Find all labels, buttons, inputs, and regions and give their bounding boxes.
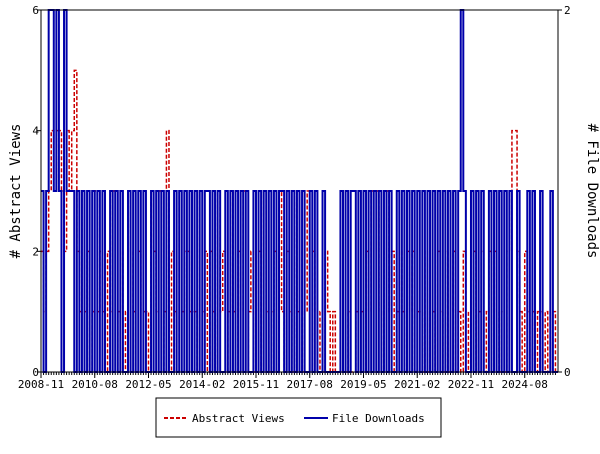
y2-axis-title: # File Downloads [584,124,600,259]
x-tick-label: 2010-08 [72,378,118,391]
y-tick-label: 0 [32,366,39,379]
x-tick-label: 2017-08 [287,378,333,391]
y-tick-label: 2 [32,245,39,258]
legend-label: File Downloads [332,412,425,425]
x-tick-label: 2008-11 [18,378,64,391]
y-axis-title: # Abstract Views [8,124,24,259]
legend-label: Abstract Views [192,412,285,425]
x-tick-label: 2022-11 [448,378,494,391]
y-tick-label: 4 [32,125,39,138]
legend [155,397,442,438]
x-tick-label: 2015-11 [233,378,279,391]
x-tick-label: 2019-05 [340,378,386,391]
x-tick-label: 2021-02 [394,378,440,391]
y2-tick-label: 0 [564,366,571,379]
y2-tick-label: 2 [564,4,571,17]
y-tick-label: 6 [32,4,39,17]
series-line [41,69,558,373]
x-tick-label: 2024-08 [502,378,548,391]
x-tick-label: 2014-02 [179,378,225,391]
x-tick-label: 2012-05 [125,378,171,391]
plot-frame [40,9,559,373]
